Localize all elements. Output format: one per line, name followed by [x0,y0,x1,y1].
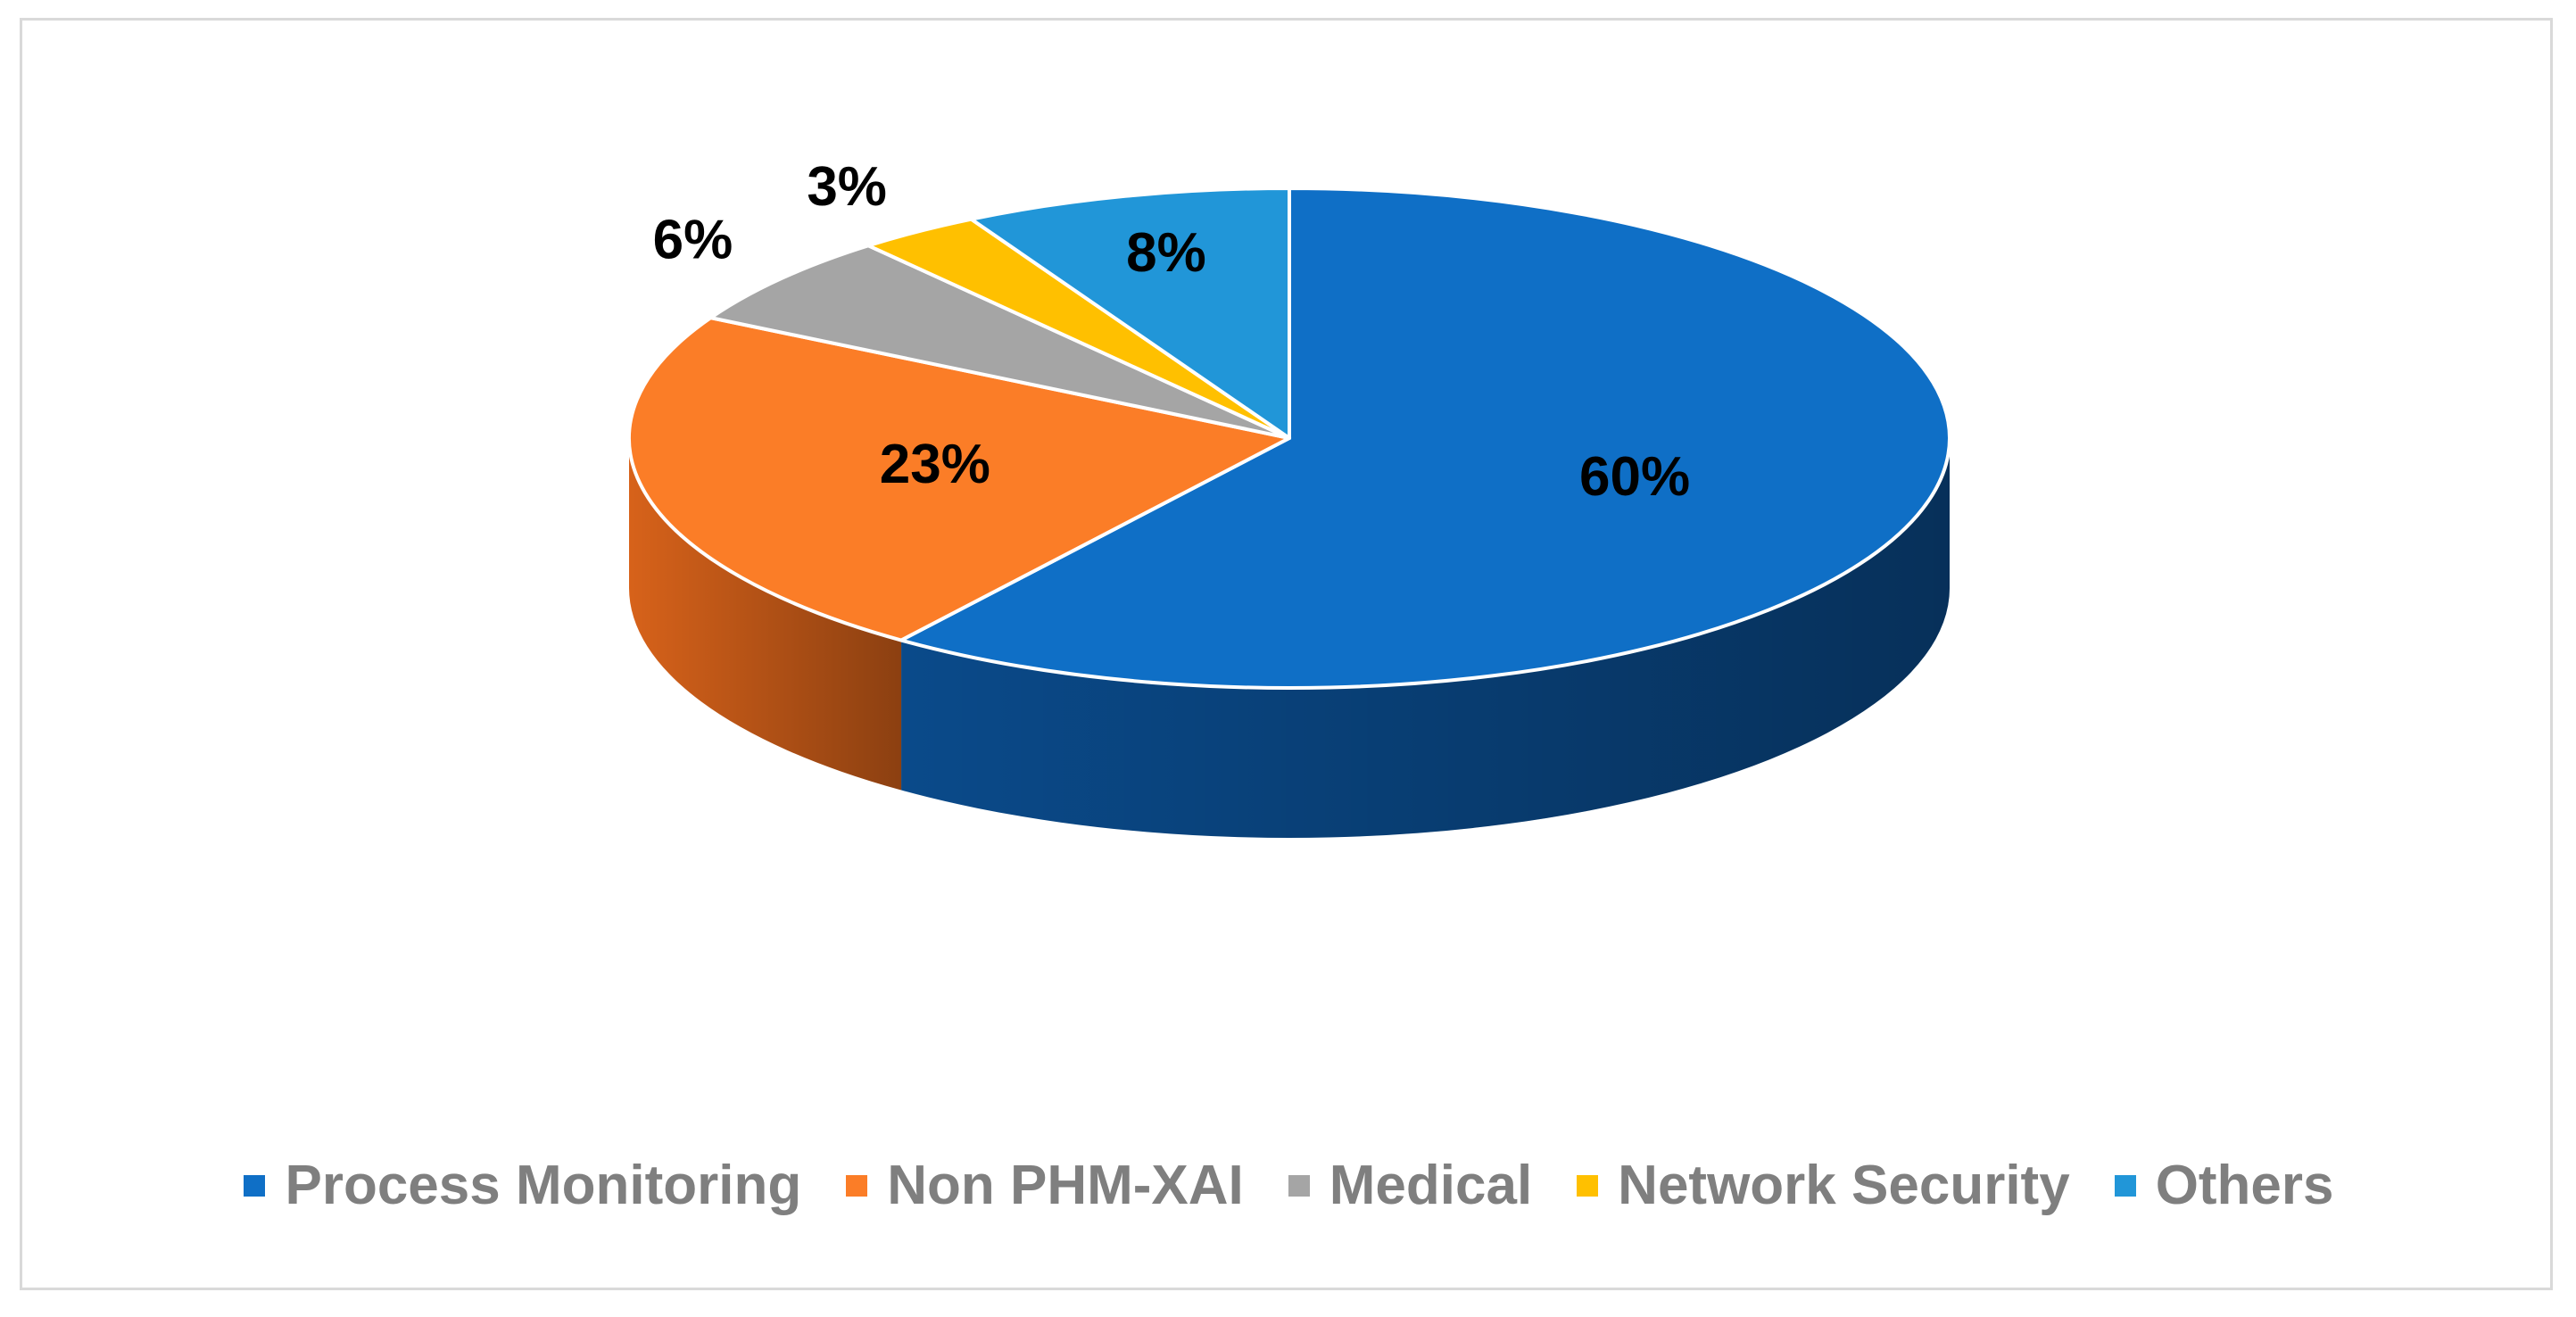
pie-slice-process-monitoring [899,186,1951,690]
legend: Process Monitoring Non PHM-XAI Medical N… [22,1154,2555,1217]
legend-item-medical: Medical [1288,1154,1532,1217]
data-label-network-security: 3% [807,156,887,218]
legend-label: Non PHM-XAI [887,1155,1244,1216]
pie-side-shade [901,438,1951,839]
legend-swatch [1288,1174,1310,1197]
pie-side-shade [629,438,902,791]
legend-label: Process Monitoring [285,1155,802,1216]
legend-label: Others [2155,1155,2334,1216]
legend-item-others: Others [2114,1154,2334,1217]
legend-label: Medical [1329,1155,1533,1216]
data-label-medical: 6% [653,209,733,270]
legend-swatch [244,1174,266,1197]
pie-slice-non-phm-xai [627,316,1291,642]
pie-chart: 60% 23% 6% 3% 8% [627,156,1951,839]
legend-item-process-monitoring: Process Monitoring [244,1154,801,1217]
pie-slice-others [969,186,1291,440]
pie-slice-medical [708,244,1291,440]
data-label-process-monitoring: 60% [1579,446,1690,508]
data-label-non-phm-xai: 23% [880,434,990,495]
data-label-others: 8% [1126,222,1206,284]
legend-swatch [2114,1174,2136,1197]
pie-tops [627,186,1951,690]
legend-swatch [1577,1174,1599,1197]
pie-labels: 60% 23% 6% 3% 8% [653,156,1691,508]
legend-item-non-phm-xai: Non PHM-XAI [846,1154,1244,1217]
chart-frame: 60% 23% 6% 3% 8% Process Monitoring Non PHM-… [20,18,2553,1290]
legend-item-network-security: Network Security [1577,1154,2070,1217]
legend-swatch [846,1174,868,1197]
pie-sides [629,438,1951,839]
legend-label: Network Security [1618,1155,2070,1216]
